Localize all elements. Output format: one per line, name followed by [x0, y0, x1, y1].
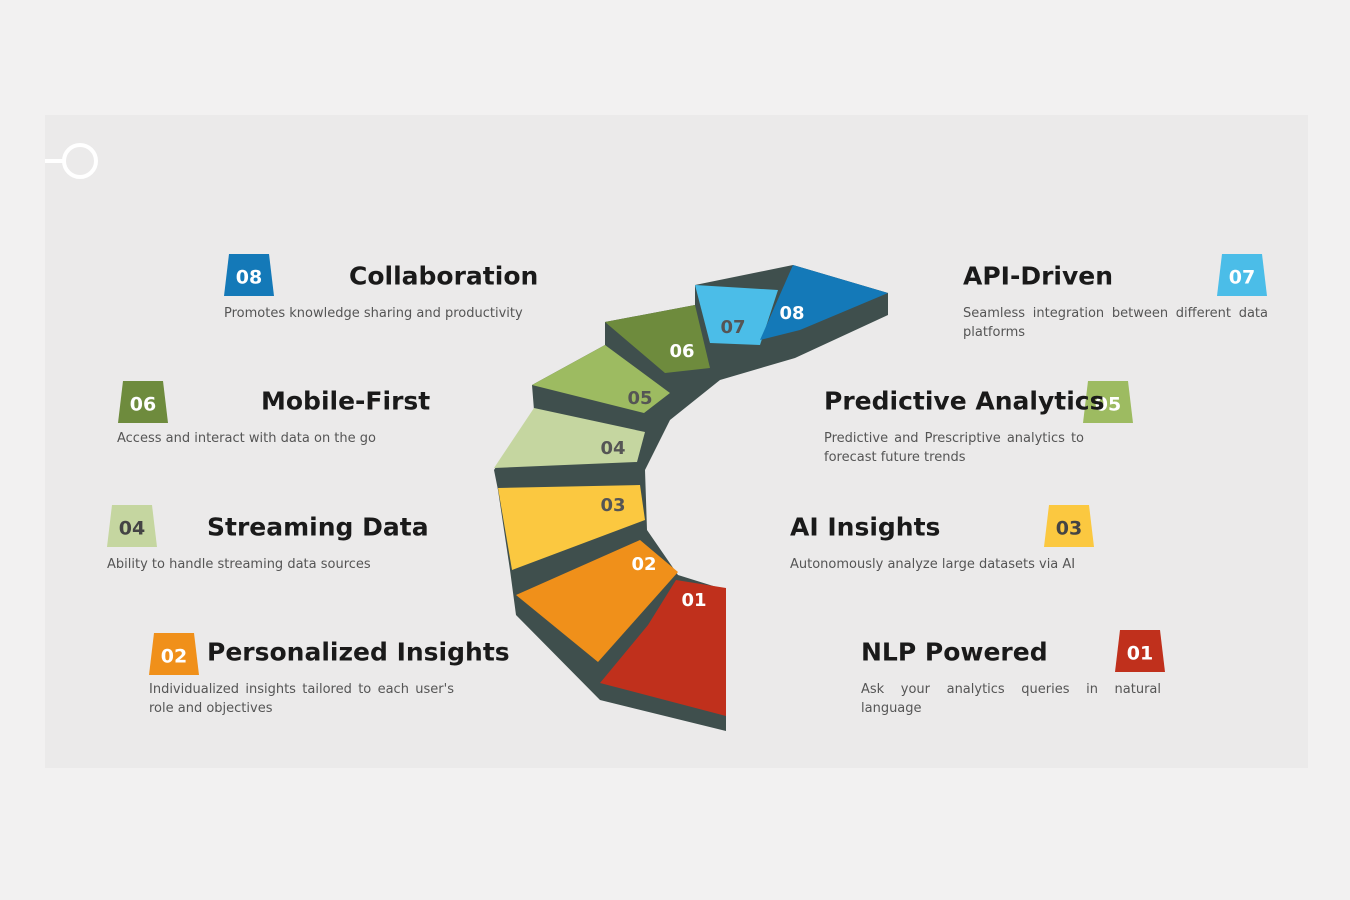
item-title: API-Driven	[963, 261, 1114, 291]
step-number: 04	[600, 438, 625, 459]
item-description: Seamless integration between different d…	[963, 306, 1268, 340]
badge-number: 07	[1229, 267, 1255, 289]
item-description: Ask your analytics queries in natural la…	[861, 682, 1161, 716]
step-number: 01	[681, 590, 706, 611]
item-title: NLP Powered	[861, 637, 1048, 667]
badge	[149, 633, 199, 675]
badge	[1083, 381, 1133, 423]
icon-circle	[62, 143, 98, 179]
badge	[118, 381, 168, 423]
item-description: Ability to handle streaming data sources	[107, 557, 371, 572]
badge-number: 01	[1127, 643, 1153, 665]
item-description: Predictive and Prescriptive analytics to…	[824, 431, 1084, 465]
item-title: Collaboration	[349, 261, 539, 291]
badge	[1044, 505, 1094, 547]
badge-number: 06	[130, 394, 156, 416]
item-description: Individualized insights tailored to each…	[149, 682, 454, 716]
item-title: Predictive Analytics	[824, 386, 1105, 416]
badge	[107, 505, 157, 547]
badge	[224, 254, 274, 296]
item-title: AI Insights	[790, 512, 941, 542]
badge	[1115, 630, 1165, 672]
stair-step	[516, 540, 678, 662]
item-description: Access and interact with data on the go	[117, 431, 376, 446]
stair-step	[760, 265, 888, 340]
stair-step	[498, 485, 645, 570]
item-title: Streaming Data	[207, 512, 429, 542]
item-title: Personalized Insights	[207, 637, 510, 667]
item-description: Promotes knowledge sharing and productiv…	[224, 306, 523, 321]
step-number: 07	[720, 317, 745, 338]
stair-step	[695, 285, 778, 345]
badge	[1217, 254, 1267, 296]
stair-step	[532, 345, 670, 413]
stair-step	[600, 580, 726, 716]
stair-step	[605, 305, 710, 373]
stair-step	[494, 408, 645, 468]
badge-number: 03	[1056, 518, 1082, 540]
step-number: 03	[600, 495, 625, 516]
step-number: 02	[631, 554, 656, 575]
badge-number: 08	[236, 267, 262, 289]
step-number: 08	[779, 303, 804, 324]
item-description: Autonomously analyze large datasets via …	[790, 557, 1076, 572]
badge-number: 05	[1095, 394, 1121, 416]
badge-number: 02	[161, 646, 187, 668]
item-title: Mobile-First	[261, 386, 431, 416]
step-number: 05	[627, 388, 652, 409]
step-number: 06	[669, 341, 694, 362]
badge-number: 04	[119, 518, 145, 540]
